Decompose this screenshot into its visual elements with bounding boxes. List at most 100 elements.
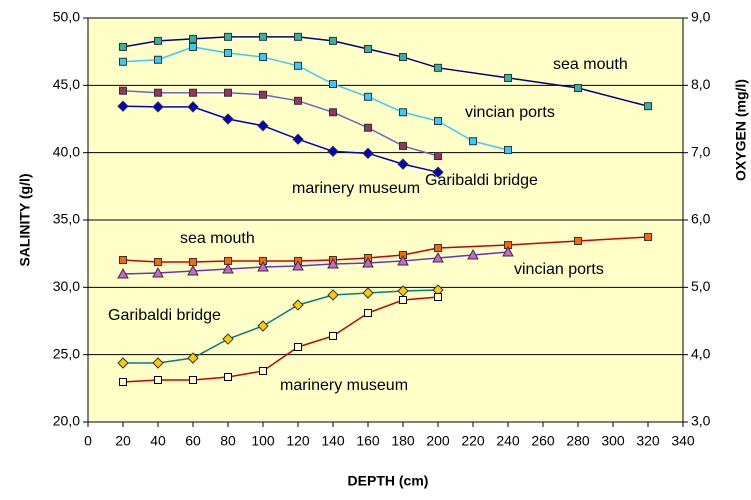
x-tick-label: 280 (566, 433, 590, 449)
marker (222, 113, 234, 125)
marker (187, 265, 199, 276)
x-tick-label: 300 (601, 433, 625, 449)
series-label: Garibaldi bridge (425, 172, 538, 189)
y2-tick-label: 7,0 (691, 143, 711, 159)
series-line (122, 105, 439, 173)
marker (152, 267, 164, 278)
marker (432, 251, 444, 263)
series-label: sea mouth (553, 56, 628, 73)
series-label: Garibaldi bridge (108, 307, 221, 324)
marker (574, 84, 582, 93)
marker (399, 141, 407, 150)
marker (189, 34, 197, 43)
marker (434, 63, 442, 72)
marker (119, 378, 127, 387)
plot-frame (87, 17, 684, 423)
series-line (122, 296, 439, 383)
marker (119, 42, 127, 51)
marker (257, 320, 269, 332)
x-tick-label: 200 (426, 433, 450, 449)
x-tick-label: 20 (115, 433, 131, 449)
y-tick-label: 40,0 (53, 143, 80, 159)
series-line (122, 46, 509, 151)
y-tick-label: 50,0 (53, 9, 80, 25)
marker (152, 357, 164, 369)
x-tick-label: 260 (531, 433, 555, 449)
series-line (123, 289, 439, 364)
y2-tick-label: 6,0 (691, 211, 711, 227)
x-tick-label: 180 (391, 433, 415, 449)
marker (329, 108, 337, 117)
marker (327, 258, 339, 269)
marker (432, 166, 444, 178)
x-tick-label: 80 (220, 433, 236, 449)
x-tick-label: 220 (461, 433, 485, 449)
x-tick-label: 160 (356, 433, 380, 449)
marker (397, 285, 409, 297)
marker (364, 309, 372, 318)
x-tick-label: 340 (671, 433, 695, 449)
marker (434, 117, 442, 126)
marker (504, 145, 512, 154)
marker (189, 258, 197, 267)
marker (119, 86, 127, 95)
y2-axis-title: OXYGEN (mg/l) (733, 79, 749, 181)
series-line (122, 89, 439, 157)
marker (469, 137, 477, 146)
x-tick-label: 320 (636, 433, 660, 449)
marker (187, 101, 199, 113)
marker (434, 152, 442, 161)
marker (224, 49, 232, 58)
marker (117, 357, 129, 369)
x-tick-label: 100 (251, 433, 275, 449)
marker (119, 255, 127, 264)
marker (362, 256, 374, 268)
series-label: sea mouth (180, 230, 255, 247)
marker (294, 61, 302, 70)
marker (189, 375, 197, 384)
marker (434, 293, 442, 302)
marker (154, 258, 162, 267)
marker (222, 333, 234, 345)
marker (259, 53, 267, 62)
marker (329, 79, 337, 88)
marker (222, 262, 234, 274)
marker (117, 267, 129, 279)
y2-tick-label: 9,0 (691, 9, 711, 25)
series-label: vincian ports (465, 104, 555, 121)
marker (362, 147, 374, 160)
y2-tick-label: 3,0 (691, 413, 711, 429)
marker (152, 101, 164, 113)
marker (329, 36, 337, 45)
y-tick-label: 20,0 (53, 413, 80, 429)
marker (292, 260, 304, 271)
marker (399, 108, 407, 117)
marker (362, 287, 374, 299)
marker (504, 73, 512, 82)
series-line (122, 251, 509, 275)
x-tick-label: 120 (286, 433, 310, 449)
marker (154, 55, 162, 64)
series-label: marinery museum (280, 377, 408, 394)
series-label: marinery museum (292, 180, 420, 197)
x-tick-label: 0 (84, 433, 92, 449)
marker (292, 133, 304, 145)
marker (117, 100, 129, 112)
marker (364, 44, 372, 53)
marker (434, 244, 442, 253)
marker (294, 342, 302, 351)
marker (294, 96, 302, 105)
marker (399, 53, 407, 62)
marker (224, 373, 232, 382)
y-tick-label: 45,0 (53, 76, 80, 92)
marker (644, 102, 652, 111)
y2-tick-label: 5,0 (691, 278, 711, 294)
y2-tick-label: 4,0 (691, 345, 711, 361)
x-tick-label: 40 (150, 433, 166, 449)
y-tick-label: 35,0 (53, 211, 80, 227)
marker (189, 42, 197, 51)
series-label: vincian ports (514, 261, 604, 278)
marker (329, 331, 337, 340)
marker (259, 90, 267, 99)
